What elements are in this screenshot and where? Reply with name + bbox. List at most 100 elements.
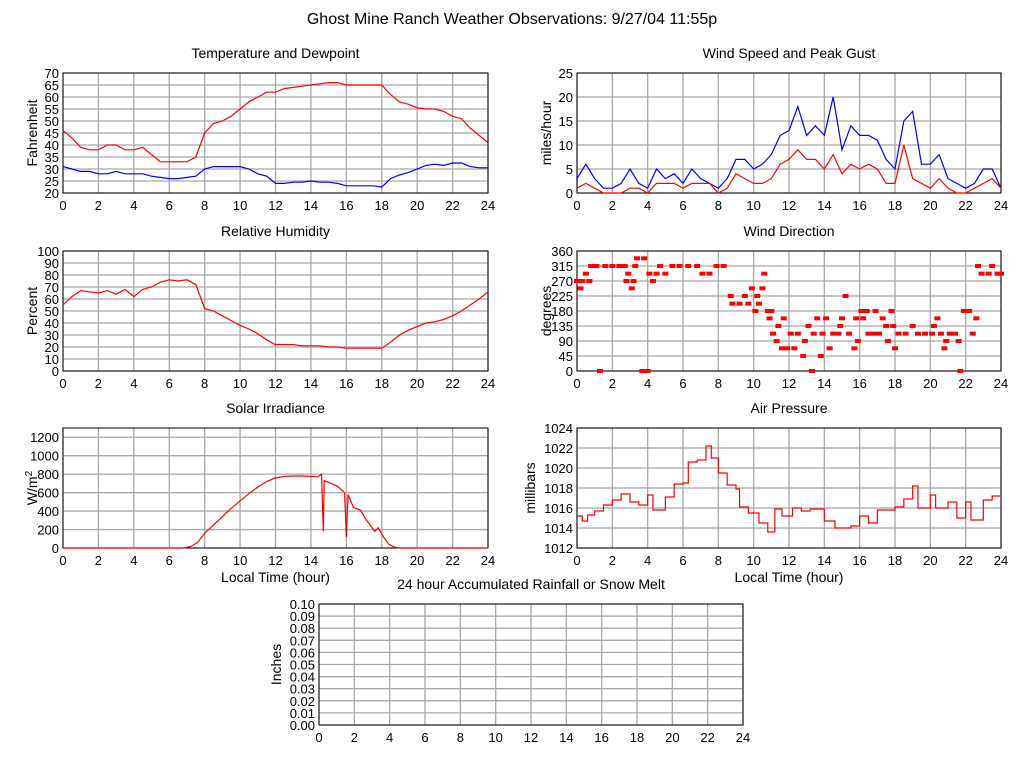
- data-point: [748, 286, 755, 291]
- y-tick-label: 0.02: [290, 694, 315, 709]
- plot-frame: [576, 250, 1002, 372]
- y-tick-label: 20: [45, 340, 59, 355]
- x-tick-label: 12: [268, 198, 282, 213]
- chart-title: Air Pressure: [750, 400, 827, 416]
- x-tick-label: 2: [95, 376, 102, 391]
- x-tick-label: 0: [59, 376, 66, 391]
- plot-frame: [576, 72, 1002, 194]
- data-point: [625, 271, 632, 276]
- data-point: [770, 331, 777, 336]
- data-point: [826, 346, 833, 351]
- y-tick-label: 0.10: [290, 597, 315, 612]
- y-tick-label: 30: [45, 162, 59, 177]
- data-point: [860, 316, 867, 321]
- data-point: [994, 271, 1001, 276]
- data-point: [830, 331, 837, 336]
- data-point: [669, 264, 676, 268]
- data-point: [662, 271, 669, 276]
- x-tick-label: 4: [130, 553, 137, 568]
- data-point: [773, 339, 780, 343]
- y-tick-label: 0.01: [290, 706, 315, 721]
- y-tick-label: 600: [37, 486, 59, 501]
- data-point: [644, 369, 651, 373]
- x-tick-label: 24: [481, 376, 495, 391]
- data-point: [969, 331, 976, 336]
- x-tick-label: 24: [481, 198, 495, 213]
- x-tick-label: 10: [233, 553, 247, 568]
- y-axis-label: degrees: [538, 286, 554, 337]
- x-tick-label: 4: [644, 198, 651, 213]
- data-point: [596, 369, 603, 373]
- data-point: [649, 279, 656, 283]
- data-point: [775, 324, 782, 328]
- plot-frame: [318, 603, 744, 726]
- x-tick-label: 6: [679, 198, 686, 213]
- data-point: [602, 264, 609, 268]
- x-tick-label: 20: [923, 553, 937, 568]
- x-tick-label: 14: [304, 376, 318, 391]
- x-tick-label: 18: [630, 730, 644, 745]
- x-tick-label: 8: [201, 376, 208, 391]
- data-point: [989, 264, 996, 268]
- y-axis-label: miles/hour: [538, 100, 554, 165]
- data-point: [839, 316, 845, 321]
- y-tick-label: 0.03: [290, 682, 315, 697]
- data-point: [766, 316, 773, 321]
- data-point: [941, 346, 948, 351]
- data-point: [817, 354, 824, 358]
- y-tick-label: 10: [559, 138, 573, 153]
- data-point: [699, 271, 706, 276]
- x-tick-label: 2: [609, 553, 616, 568]
- y-tick-label: 10: [45, 352, 59, 367]
- y-tick-label: 50: [45, 304, 59, 319]
- y-tick-label: 70: [45, 66, 59, 81]
- y-tick-label: 65: [45, 78, 59, 93]
- y-axis-label: Fahrenheit: [24, 99, 40, 166]
- data-point: [835, 331, 842, 336]
- data-point: [706, 271, 713, 276]
- x-tick-label: 2: [609, 198, 616, 213]
- x-tick-label: 0: [59, 198, 66, 213]
- data-point: [713, 264, 720, 268]
- chart-title: Solar Irradiance: [226, 400, 325, 416]
- data-point: [823, 316, 830, 321]
- data-point: [745, 301, 752, 306]
- data-point: [851, 346, 858, 351]
- x-tick-label: 6: [421, 730, 428, 745]
- y-tick-label: 270: [551, 274, 573, 289]
- x-tick-label: 24: [994, 553, 1008, 568]
- data-point: [657, 264, 664, 268]
- data-point: [616, 264, 623, 268]
- x-tick-label: 2: [609, 376, 616, 391]
- x-tick-label: 0: [573, 376, 580, 391]
- x-tick-label: 6: [166, 553, 173, 568]
- data-point: [837, 324, 844, 328]
- y-tick-label: 180: [551, 304, 573, 319]
- data-point: [863, 309, 870, 313]
- data-point: [787, 331, 794, 336]
- y-tick-label: 0: [566, 186, 573, 201]
- data-point: [998, 271, 1004, 276]
- x-tick-label: 10: [746, 376, 760, 391]
- x-tick-label: 22: [958, 198, 972, 213]
- x-tick-label: 6: [679, 553, 686, 568]
- x-tick-label: 2: [95, 198, 102, 213]
- x-tick-label: 8: [715, 198, 722, 213]
- y-axis-label: millibars: [522, 462, 538, 513]
- data-point: [621, 264, 628, 268]
- y-tick-label: 25: [559, 66, 573, 81]
- y-tick-label: 0.05: [290, 658, 315, 673]
- data-point: [865, 331, 872, 336]
- data-point: [960, 309, 967, 313]
- y-tick-label: 1022: [544, 441, 573, 456]
- y-tick-label: 0.07: [290, 633, 315, 648]
- x-tick-label: 18: [888, 198, 902, 213]
- x-tick-label: 18: [375, 553, 389, 568]
- data-point: [934, 316, 941, 321]
- x-tick-label: 12: [268, 376, 282, 391]
- y-tick-label: 135: [551, 319, 573, 334]
- data-point: [801, 339, 808, 343]
- y-tick-label: 0.08: [290, 621, 315, 636]
